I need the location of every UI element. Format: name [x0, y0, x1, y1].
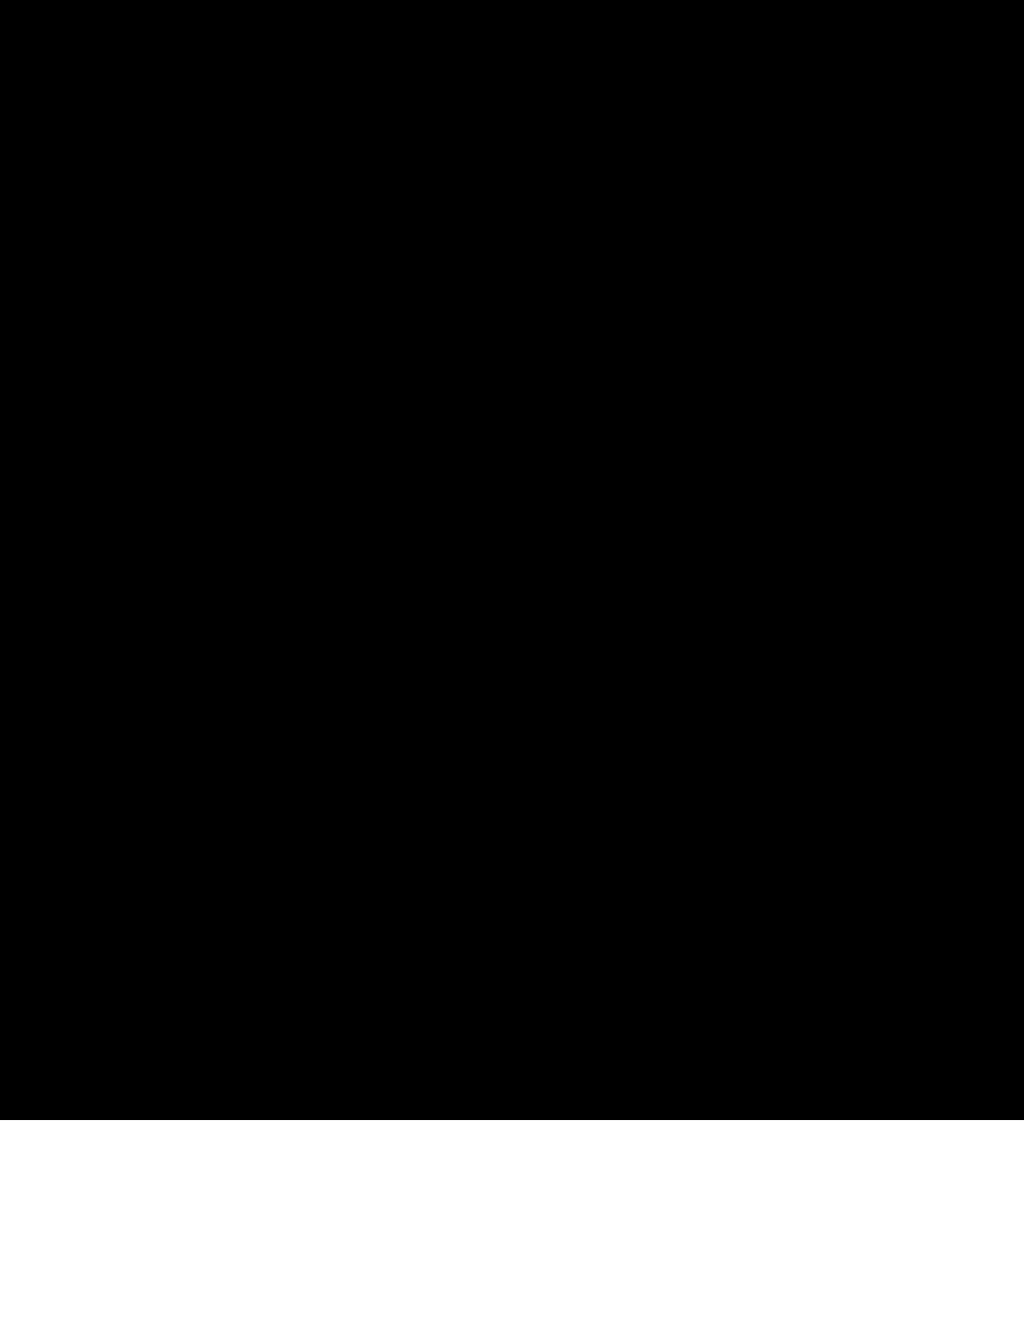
Text: T2: T2	[510, 686, 532, 705]
Text: T0: T0	[631, 502, 650, 516]
Text: 55: 55	[695, 312, 711, 325]
Text: 53: 53	[737, 298, 754, 312]
Text: 54: 54	[714, 582, 729, 594]
Text: 63: 63	[236, 581, 252, 594]
Text: 55: 55	[681, 701, 697, 714]
Bar	[361, 532, 550, 582]
Text: 68: 68	[236, 568, 252, 581]
Text: 59: 59	[399, 260, 416, 273]
Text: 25: 25	[711, 562, 726, 576]
Text: 64: 64	[437, 260, 453, 273]
Text: 25: 25	[309, 899, 325, 912]
Text: 41: 41	[493, 260, 508, 273]
Bar	[615, 651, 666, 829]
Text: 56: 56	[554, 566, 569, 579]
Text: 29: 29	[593, 502, 608, 515]
Text: 43: 43	[388, 566, 404, 579]
Text: 62: 62	[236, 593, 252, 606]
Text: 56: 56	[361, 899, 377, 912]
Bar	[615, 367, 666, 459]
Bar	[615, 474, 666, 552]
Text: 60: 60	[281, 260, 296, 273]
Text: Fig. 6: Fig. 6	[281, 582, 325, 601]
Bar	[301, 847, 567, 890]
Text: 62: 62	[346, 260, 361, 273]
Text: Patent Application Publication: Patent Application Publication	[184, 178, 413, 190]
Text: 31: 31	[462, 899, 477, 912]
Text: 65: 65	[412, 529, 427, 543]
Text: 25a: 25a	[724, 333, 748, 346]
Bar	[392, 651, 650, 829]
Bar	[392, 364, 515, 372]
Text: 64: 64	[665, 573, 680, 586]
Text: 33: 33	[232, 714, 249, 727]
Text: 63: 63	[310, 260, 326, 273]
Bar	[292, 649, 392, 657]
Bar	[261, 826, 654, 843]
Text: Fig. 7: Fig. 7	[281, 913, 325, 931]
Text: 43: 43	[468, 529, 483, 543]
Text: 29: 29	[477, 218, 493, 231]
Text: 33: 33	[232, 417, 249, 430]
Text: 43: 43	[338, 899, 354, 912]
Text: 41: 41	[665, 601, 680, 614]
Text: 25: 25	[681, 726, 697, 739]
Text: 32: 32	[423, 899, 438, 912]
Text: 30: 30	[217, 701, 233, 714]
Text: 58: 58	[419, 566, 435, 579]
Bar	[265, 651, 392, 829]
Text: 38: 38	[232, 825, 249, 838]
Bar	[265, 367, 392, 552]
Text: 25a: 25a	[718, 445, 741, 458]
Text: Jan. 26, 2012  Sheet 5 of 6: Jan. 26, 2012 Sheet 5 of 6	[426, 178, 624, 190]
Text: T0: T0	[535, 861, 554, 876]
Text: T1: T1	[631, 688, 650, 704]
Text: 66: 66	[315, 566, 331, 579]
Text: 32: 32	[469, 566, 485, 579]
Text: T3: T3	[510, 496, 532, 513]
Text: 57: 57	[412, 444, 427, 455]
Text: 30: 30	[217, 420, 233, 433]
Text: 67: 67	[381, 529, 396, 543]
Text: 58: 58	[386, 899, 401, 912]
Text: T3: T3	[510, 775, 532, 793]
Bar	[392, 649, 515, 657]
Text: T4: T4	[402, 549, 421, 565]
Text: 61: 61	[665, 587, 680, 601]
Text: 57: 57	[412, 723, 427, 737]
Text: T2: T2	[510, 404, 532, 421]
Text: T1: T1	[631, 387, 650, 401]
Text: 61: 61	[465, 260, 481, 273]
Text: 59: 59	[440, 529, 456, 543]
Text: 65: 65	[377, 260, 392, 273]
Text: US 2012/0019799 A1: US 2012/0019799 A1	[712, 178, 866, 190]
Text: 54: 54	[279, 899, 294, 912]
Text: 60: 60	[236, 603, 252, 616]
Text: 53: 53	[639, 260, 654, 273]
Text: 31: 31	[504, 566, 519, 579]
Text: 55: 55	[611, 260, 628, 273]
Bar	[292, 364, 392, 372]
Text: 53: 53	[681, 760, 697, 772]
Text: 25: 25	[717, 450, 732, 463]
Bar	[392, 367, 650, 552]
